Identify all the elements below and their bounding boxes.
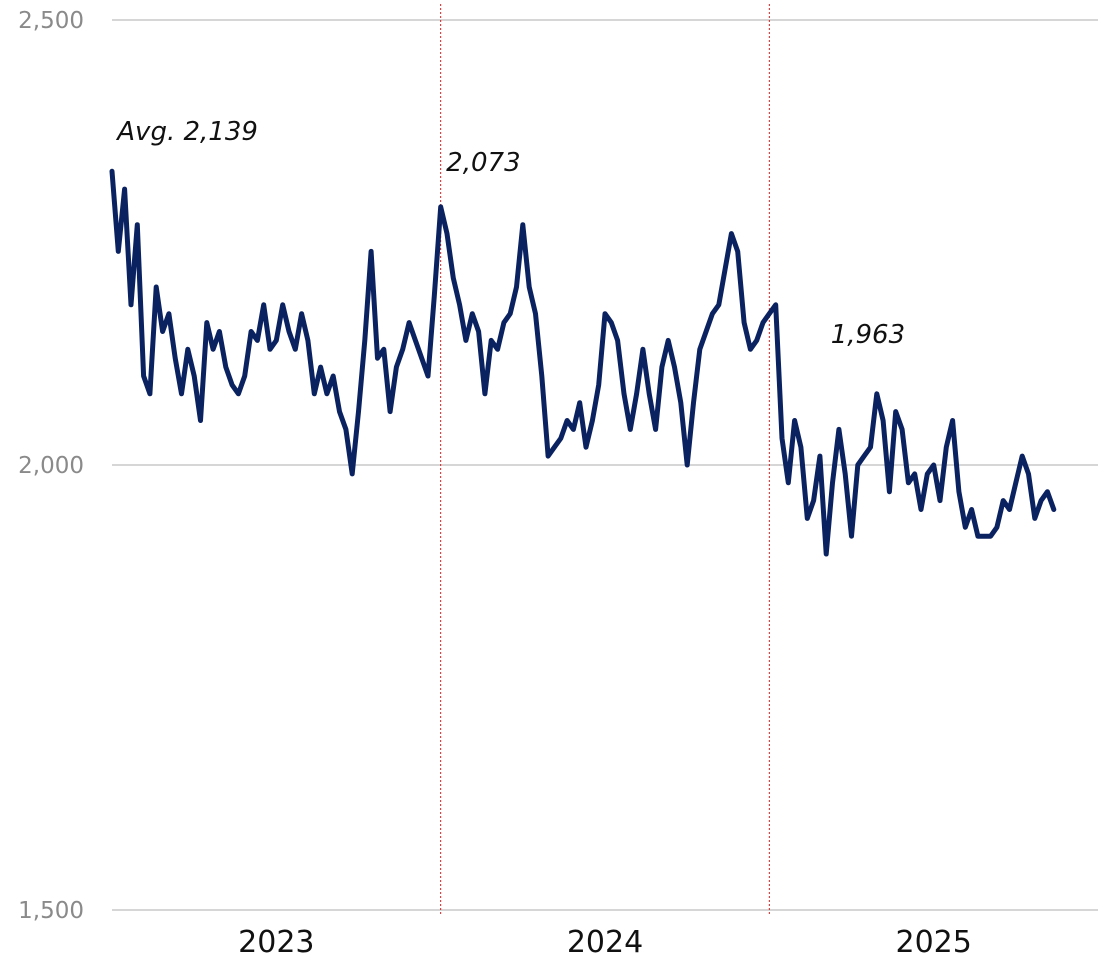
y-tick-label: 2,500: [18, 8, 84, 34]
x-tick-label-2025: 2025: [895, 925, 971, 958]
x-tick-label-2024: 2024: [567, 925, 643, 958]
y-tick-label: 1,500: [18, 898, 84, 924]
average-annotations: Avg. 2,139 2,073 1,963: [115, 117, 905, 350]
annotation-2: 1,963: [831, 320, 905, 350]
y-tick-label: 2,000: [18, 453, 84, 479]
y-axis-tick-labels: 2,500 2,000 1,500: [18, 8, 84, 924]
gridlines: [112, 19, 1098, 911]
annotation-1: 2,073: [446, 148, 520, 178]
x-tick-label-2023: 2023: [238, 925, 314, 958]
year-dividers: [440, 4, 770, 914]
series-lines: [109, 168, 1057, 557]
annotation-0: Avg. 2,139: [115, 117, 258, 147]
series-line-0: [109, 168, 1057, 557]
x-axis-year-labels: 2023 2024 2025: [238, 925, 972, 958]
